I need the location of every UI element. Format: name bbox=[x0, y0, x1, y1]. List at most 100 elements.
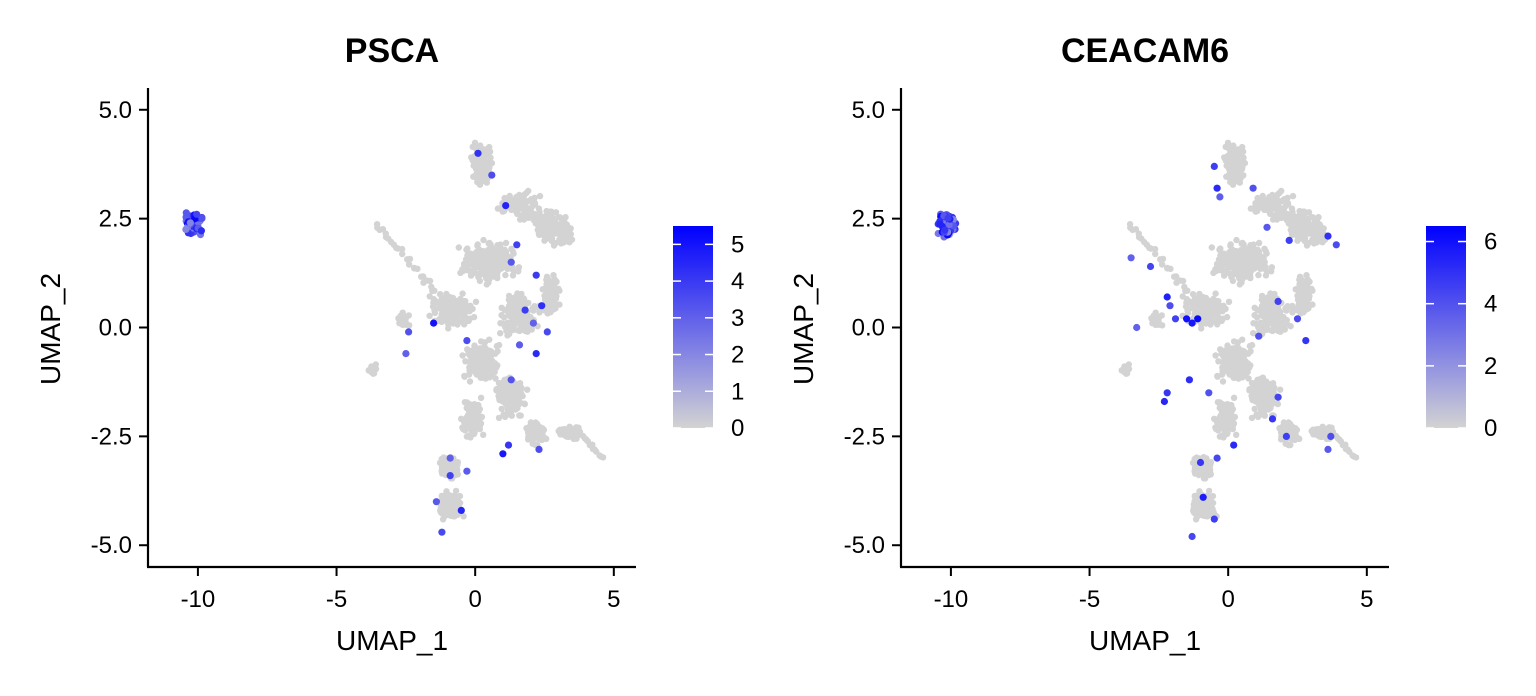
cell-point bbox=[1219, 425, 1227, 432]
cell-point bbox=[1167, 265, 1174, 272]
cell-point bbox=[1258, 292, 1266, 300]
cell-point bbox=[539, 214, 547, 222]
cell-point bbox=[443, 499, 451, 506]
x-tick-label: 5 bbox=[1360, 586, 1373, 613]
cell-point bbox=[1219, 305, 1226, 312]
cell-point bbox=[1263, 250, 1270, 257]
cell-point bbox=[1210, 509, 1218, 517]
cell-point bbox=[1190, 300, 1198, 307]
cell-point bbox=[1292, 214, 1300, 222]
expressing-cell-point bbox=[1332, 241, 1340, 249]
colorbar-gradient bbox=[1426, 226, 1466, 428]
cell-point bbox=[1208, 244, 1216, 251]
cell-point bbox=[450, 460, 458, 467]
cell-point bbox=[510, 250, 517, 257]
expressing-cell-point bbox=[1160, 397, 1168, 406]
cell-point bbox=[1309, 230, 1316, 237]
cell-point bbox=[547, 213, 554, 221]
cell-point bbox=[1219, 315, 1227, 322]
cell-point bbox=[526, 211, 534, 219]
colorbar-tick-label: 2 bbox=[1484, 353, 1497, 380]
cell-point bbox=[1283, 216, 1291, 223]
expressing-cell-point bbox=[1163, 389, 1171, 397]
cell-point bbox=[476, 181, 484, 188]
expressing-cell-point bbox=[1213, 184, 1221, 192]
cell-point bbox=[443, 290, 450, 298]
cell-point bbox=[1260, 411, 1267, 418]
cell-point bbox=[1296, 207, 1303, 215]
cell-point bbox=[1200, 315, 1208, 322]
cell-point bbox=[1289, 302, 1296, 310]
cell-point bbox=[466, 378, 474, 385]
cell-point bbox=[501, 413, 509, 421]
expressing-cell-point bbox=[446, 454, 454, 462]
cell-point bbox=[1251, 264, 1258, 271]
cell-point bbox=[438, 493, 446, 501]
cell-point bbox=[1254, 377, 1262, 384]
cell-point bbox=[521, 210, 529, 217]
cell-point bbox=[537, 231, 544, 238]
cell-point bbox=[1287, 441, 1294, 449]
cell-point bbox=[1219, 419, 1227, 426]
cell-point bbox=[1254, 194, 1261, 202]
cell-point bbox=[545, 276, 552, 284]
cell-point bbox=[515, 264, 523, 271]
highlighted-cells bbox=[934, 162, 1340, 541]
cell-point bbox=[477, 420, 485, 427]
expressing-cell-point bbox=[1268, 415, 1277, 423]
y-tick-label: 5.0 bbox=[99, 97, 132, 124]
expressing-cell-point bbox=[513, 241, 521, 249]
cell-point bbox=[471, 342, 478, 349]
cell-point bbox=[1268, 389, 1276, 396]
cell-point bbox=[1245, 375, 1252, 382]
x-tick-label: -5 bbox=[326, 586, 347, 613]
cell-point bbox=[472, 298, 480, 305]
cell-point bbox=[569, 432, 577, 440]
cell-point bbox=[494, 348, 501, 355]
expressing-cell-point bbox=[197, 227, 205, 235]
expressing-cell-point bbox=[1293, 315, 1302, 323]
cell-point bbox=[1205, 487, 1213, 495]
expressing-cell-point bbox=[1188, 532, 1196, 541]
cell-point bbox=[1248, 341, 1256, 349]
cell-point bbox=[543, 294, 550, 301]
expressing-cell-point bbox=[1166, 302, 1174, 310]
cell-point bbox=[1295, 435, 1302, 442]
cell-point bbox=[497, 330, 504, 337]
cell-point bbox=[543, 207, 550, 215]
cell-point bbox=[1207, 313, 1214, 320]
colorbar-gradient bbox=[673, 226, 713, 428]
cell-point bbox=[475, 273, 482, 281]
cell-point bbox=[1183, 296, 1191, 303]
cell-point bbox=[480, 236, 487, 244]
cell-point bbox=[475, 401, 482, 409]
cell-point bbox=[397, 312, 405, 319]
x-tick-label: -5 bbox=[1079, 586, 1100, 613]
y-tick-label: 2.5 bbox=[99, 206, 132, 233]
cell-point bbox=[480, 431, 487, 438]
cell-point bbox=[1309, 426, 1317, 433]
cell-point bbox=[1228, 413, 1235, 420]
cell-point bbox=[1200, 301, 1207, 308]
cell-point bbox=[1224, 139, 1232, 146]
cell-point bbox=[550, 306, 557, 313]
cell-point bbox=[548, 230, 555, 237]
cell-point bbox=[1228, 273, 1235, 281]
cell-point bbox=[1284, 194, 1291, 201]
cell-point bbox=[1240, 361, 1247, 368]
cell-point bbox=[1263, 326, 1270, 333]
cell-point bbox=[515, 292, 523, 300]
cell-point bbox=[1249, 395, 1256, 402]
cell-point bbox=[1240, 353, 1248, 360]
expressing-cell-point bbox=[1302, 337, 1310, 345]
cell-point bbox=[1274, 200, 1281, 208]
cell-point bbox=[1299, 220, 1307, 227]
cell-point bbox=[1235, 167, 1242, 174]
highlighted-cells bbox=[182, 149, 551, 536]
cell-point bbox=[1234, 249, 1242, 256]
cell-point bbox=[1201, 474, 1208, 482]
cell-point bbox=[398, 245, 406, 253]
expressing-cell-point bbox=[198, 214, 206, 222]
cell-cloud bbox=[940, 139, 1360, 523]
